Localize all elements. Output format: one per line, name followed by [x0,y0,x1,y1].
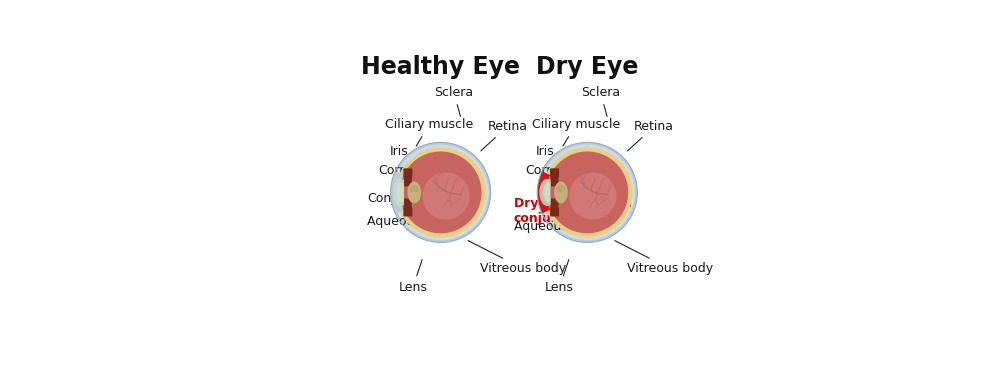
Ellipse shape [556,185,565,192]
Text: Healthy Eye: Healthy Eye [361,54,520,78]
Ellipse shape [539,179,555,206]
Text: Retina: Retina [627,120,674,151]
FancyBboxPatch shape [404,186,412,199]
Ellipse shape [542,147,632,237]
Text: Lens: Lens [398,259,427,294]
Text: Aqueous humor: Aqueous humor [514,219,612,233]
Ellipse shape [397,182,407,202]
Text: Dry and irritated
conjunctiva: Dry and irritated conjunctiva [514,197,632,226]
Text: Conjunctiva: Conjunctiva [367,192,441,205]
Text: Dry Eye: Dry Eye [536,54,638,78]
Text: Cornea: Cornea [525,164,569,184]
Ellipse shape [422,172,470,220]
Text: Ciliary muscle: Ciliary muscle [532,118,620,146]
Ellipse shape [396,147,486,237]
Ellipse shape [537,142,637,242]
Ellipse shape [400,152,482,233]
Text: Ciliary muscle: Ciliary muscle [385,118,473,146]
FancyBboxPatch shape [404,171,412,214]
Ellipse shape [393,179,409,206]
Ellipse shape [554,181,568,203]
Text: Lens: Lens [545,259,574,294]
FancyBboxPatch shape [403,168,412,178]
Text: Sclera: Sclera [581,86,620,116]
Ellipse shape [569,172,616,220]
Ellipse shape [543,182,553,202]
Ellipse shape [407,181,421,203]
Text: Aqueous humor: Aqueous humor [367,215,466,228]
Text: Iris: Iris [389,145,420,169]
Text: Cornea: Cornea [378,164,423,184]
FancyBboxPatch shape [551,186,558,199]
Ellipse shape [410,185,419,192]
Ellipse shape [546,152,628,233]
Ellipse shape [393,145,488,240]
Text: Vitreous body: Vitreous body [468,241,566,275]
FancyBboxPatch shape [550,207,559,216]
FancyBboxPatch shape [550,168,559,178]
Text: Vitreous body: Vitreous body [615,241,713,275]
Wedge shape [537,171,550,213]
FancyBboxPatch shape [403,207,412,216]
Ellipse shape [391,142,491,242]
Text: Iris: Iris [536,145,567,169]
Ellipse shape [540,145,635,240]
Text: Retina: Retina [481,120,528,151]
FancyBboxPatch shape [551,171,558,214]
Wedge shape [391,171,403,213]
Text: Sclera: Sclera [434,86,473,116]
